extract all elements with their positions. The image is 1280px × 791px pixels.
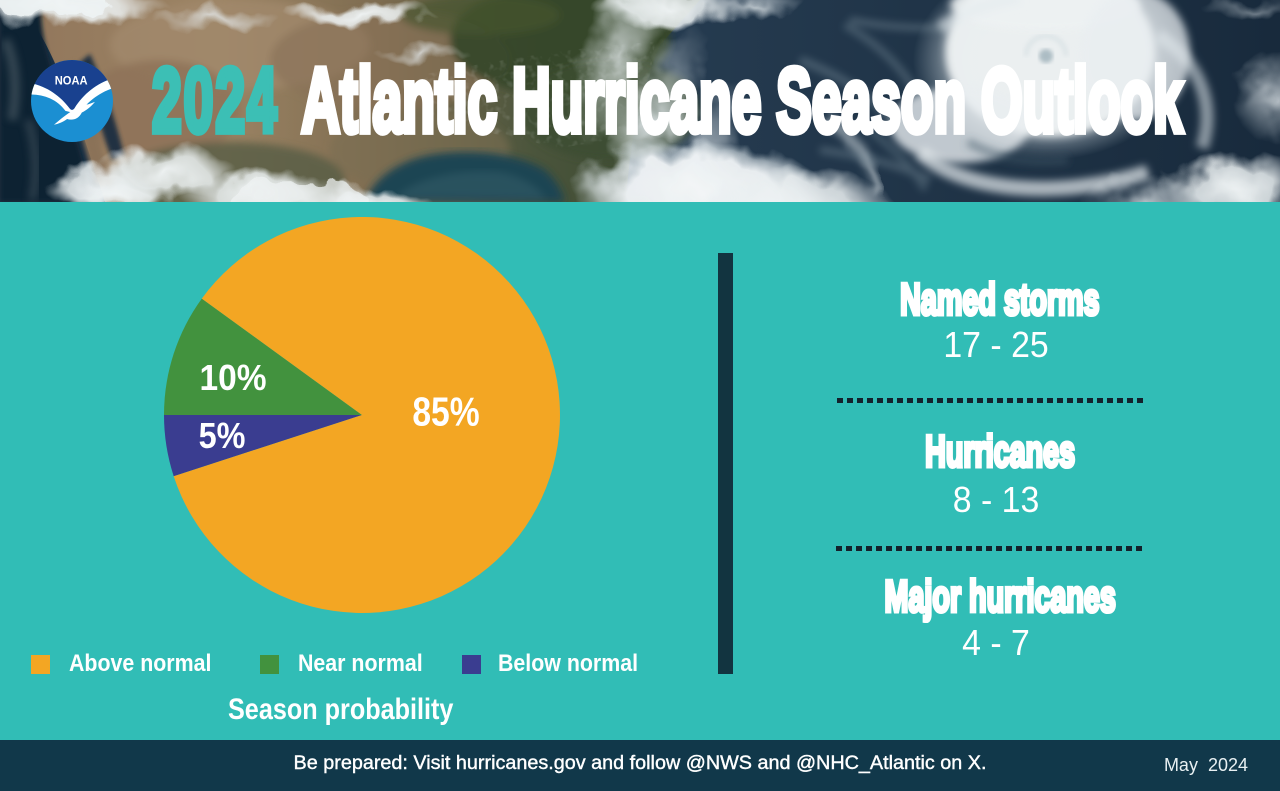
- svg-text:NOAA: NOAA: [55, 74, 88, 88]
